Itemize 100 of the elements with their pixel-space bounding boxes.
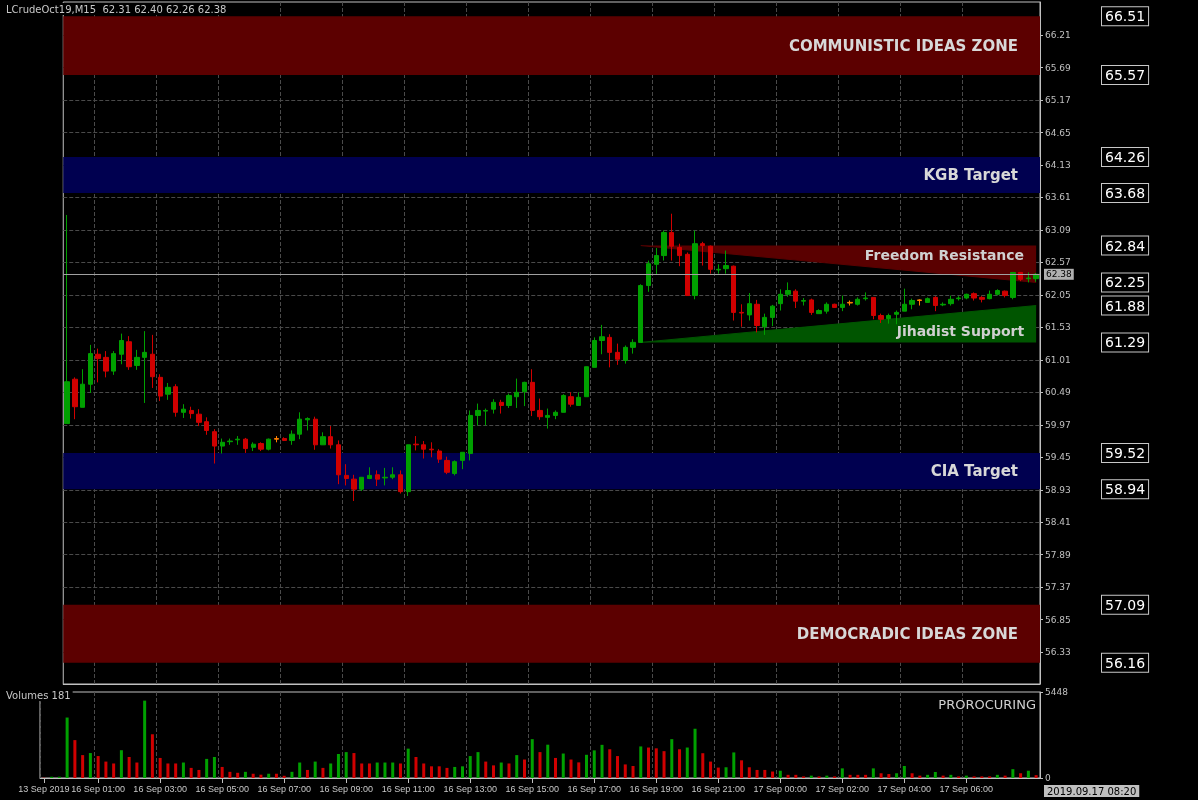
bar xyxy=(344,752,348,778)
candlestick xyxy=(816,308,822,315)
bar xyxy=(616,756,620,778)
bar xyxy=(313,761,317,778)
candlestick xyxy=(80,368,85,408)
y-tick-label: 63.61 xyxy=(1045,192,1071,203)
bar xyxy=(1034,775,1038,778)
candlestick xyxy=(359,476,364,492)
bar xyxy=(716,767,720,778)
candlestick xyxy=(778,288,783,312)
x-tick-label: 16 Sep 01:00 xyxy=(71,783,125,794)
bar xyxy=(88,753,92,778)
candlestick xyxy=(491,398,496,415)
candlestick xyxy=(824,301,829,315)
candlestick xyxy=(708,245,713,275)
candlestick xyxy=(134,349,140,371)
candlestick xyxy=(220,438,225,455)
bar xyxy=(360,763,364,778)
candlestick xyxy=(607,333,612,368)
candlestick xyxy=(654,247,659,275)
bar xyxy=(848,774,852,778)
y-tick-label: 58.93 xyxy=(1045,484,1071,495)
bar xyxy=(414,757,418,778)
candlestick xyxy=(72,376,78,420)
y2-tick-label: 61.29 xyxy=(1105,334,1146,351)
bar xyxy=(460,766,464,778)
candlestick xyxy=(460,451,465,470)
bar xyxy=(685,747,689,778)
bar xyxy=(910,773,914,778)
bar xyxy=(174,763,178,778)
candlestick xyxy=(568,391,574,408)
candlestick xyxy=(514,378,519,409)
candlestick xyxy=(537,398,543,421)
series-label: Jihadist Support xyxy=(895,322,1025,339)
candlestick xyxy=(320,431,326,446)
bar xyxy=(476,752,480,778)
chart-title: LCrudeOct19,M15 62.31 62.40 62.26 62.38 xyxy=(6,3,227,15)
ref-line-label: 62.38 xyxy=(1046,269,1073,280)
bar xyxy=(96,756,100,778)
bar xyxy=(499,762,503,778)
bar xyxy=(352,753,356,778)
bar xyxy=(329,763,333,778)
candlestick xyxy=(979,295,985,303)
bar xyxy=(491,765,495,778)
x-tick-label: 16 Sep 11:00 xyxy=(381,783,435,794)
bar xyxy=(879,773,883,778)
candlestick xyxy=(987,290,992,300)
y2-tick-label: 66.51 xyxy=(1105,8,1146,25)
bar xyxy=(236,772,240,778)
bar xyxy=(623,764,627,778)
x-tick-label: 16 Sep 05:00 xyxy=(195,783,249,794)
candlestick xyxy=(840,295,845,312)
bar xyxy=(1026,770,1030,778)
candlestick xyxy=(630,338,636,355)
candlestick xyxy=(189,406,194,420)
y-tick-label: 59.45 xyxy=(1045,452,1071,463)
candlestick xyxy=(584,366,589,398)
bar xyxy=(856,774,860,778)
bar xyxy=(763,769,767,778)
bar xyxy=(290,771,294,778)
bar xyxy=(887,774,891,778)
bar xyxy=(678,749,682,778)
bar xyxy=(639,746,643,778)
bar xyxy=(693,728,697,778)
bar xyxy=(81,755,85,778)
bar xyxy=(507,763,511,778)
candlestick xyxy=(615,343,620,366)
y-tick-label: 5448 xyxy=(1045,687,1069,697)
x-tick-label: 16 Sep 17:00 xyxy=(567,783,622,794)
candlestick xyxy=(382,467,388,486)
bar xyxy=(305,769,309,778)
candlestick xyxy=(933,295,938,312)
bar xyxy=(197,769,201,778)
candlestick xyxy=(902,288,907,312)
candlestick xyxy=(545,408,550,430)
y-tick-label: 57.37 xyxy=(1045,582,1071,593)
candlestick xyxy=(956,295,961,302)
candlestick xyxy=(948,295,954,307)
candlestick xyxy=(126,335,132,371)
bar xyxy=(205,758,209,778)
bar xyxy=(158,757,162,778)
y-tick-label: 65.69 xyxy=(1045,62,1072,73)
candlestick xyxy=(692,230,698,300)
y-tick-label: 66.21 xyxy=(1045,30,1071,41)
bar xyxy=(569,759,573,778)
candlestick xyxy=(592,336,597,368)
bar xyxy=(181,762,185,778)
candlestick xyxy=(995,288,1000,297)
bar xyxy=(995,774,999,778)
bar xyxy=(375,762,379,778)
bar xyxy=(631,766,635,778)
candlestick xyxy=(398,469,403,495)
candlestick xyxy=(235,435,240,446)
y2-tick-label: 62.25 xyxy=(1105,274,1146,291)
candlestick xyxy=(669,213,674,262)
bar xyxy=(530,739,534,778)
y-tick-label: 62.05 xyxy=(1045,289,1071,300)
x-tick-label: 16 Sep 15:00 xyxy=(505,783,560,794)
y-tick-label: 57.89 xyxy=(1045,549,1072,560)
x-tick-label: 16 Sep 21:00 xyxy=(691,783,746,794)
